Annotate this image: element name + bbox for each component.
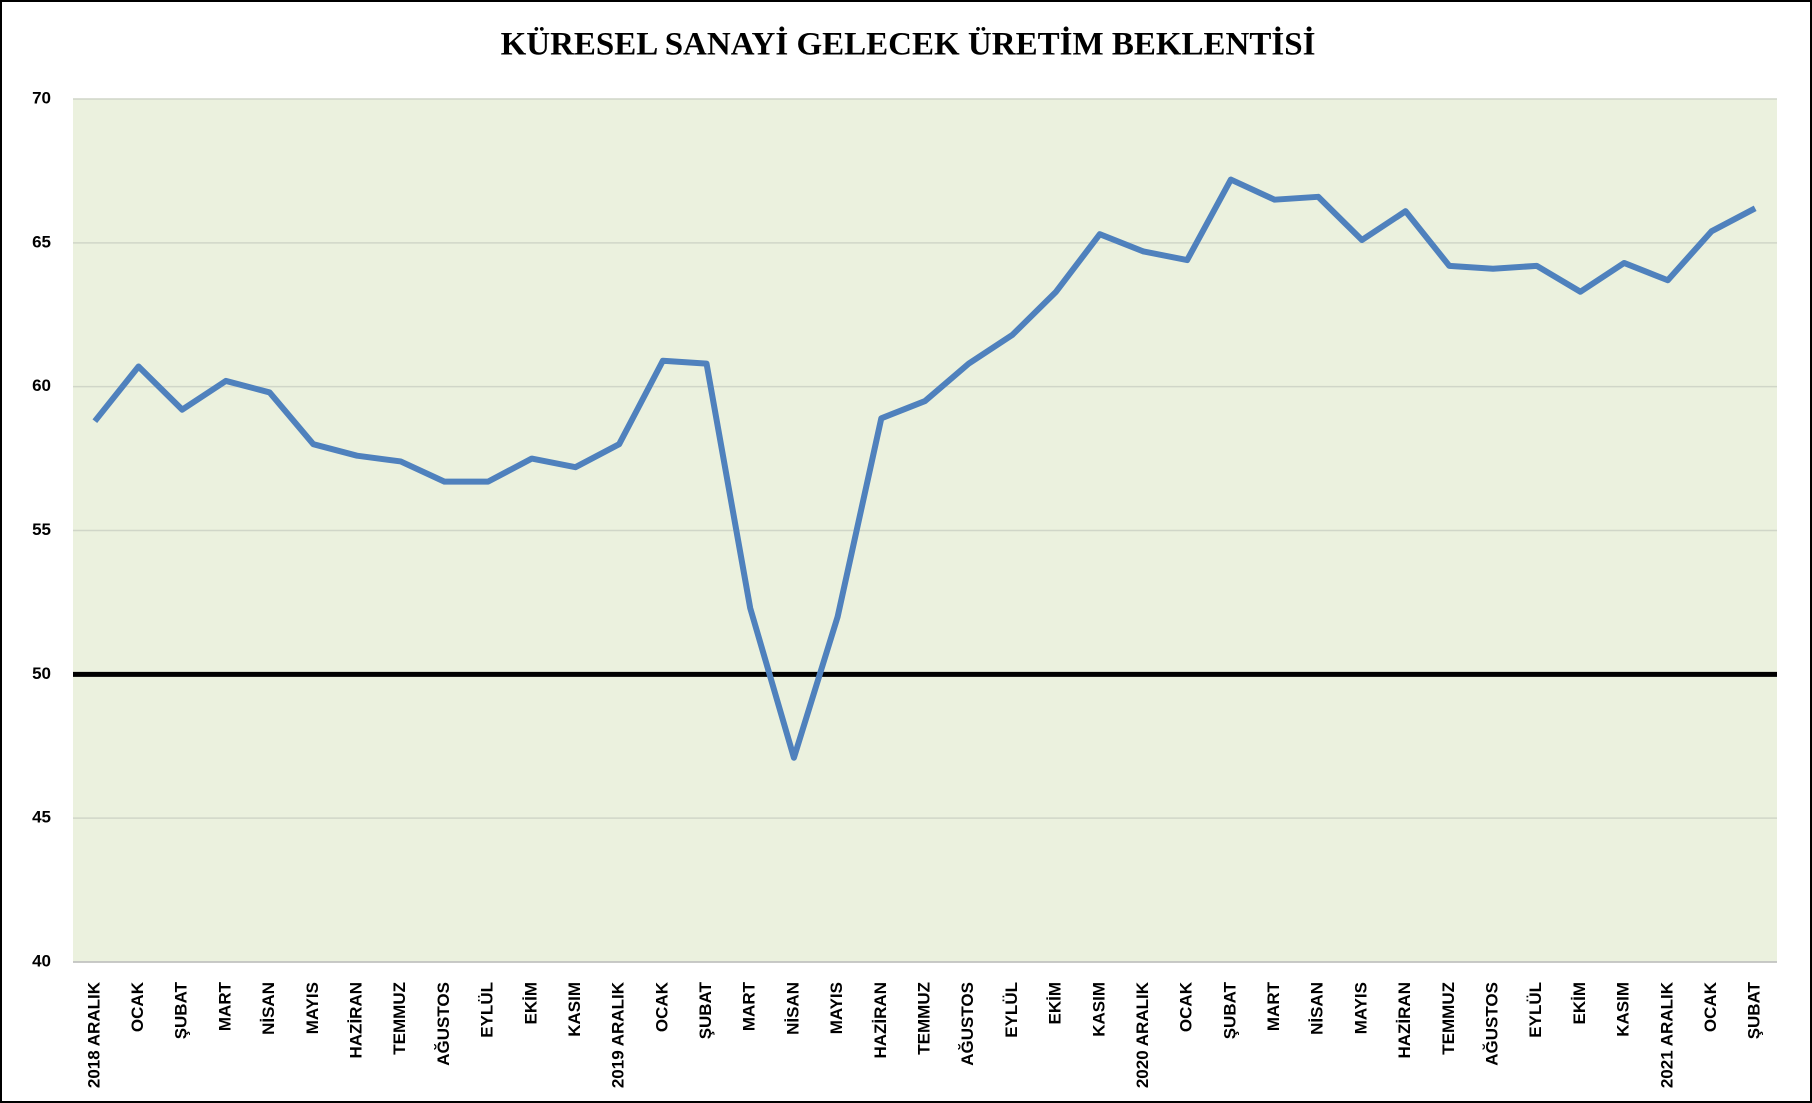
x-tick-label: 2021 ARALIK <box>1657 981 1676 1088</box>
x-tick-label: EKİM <box>1570 982 1589 1025</box>
x-tick-label: AĞUSTOS <box>1482 982 1501 1066</box>
x-tick-label: MAYIS <box>303 982 322 1034</box>
x-tick-label: ŞUBAT <box>696 981 715 1039</box>
x-tick-label: AĞUSTOS <box>958 982 977 1066</box>
x-tick-label: ŞUBAT <box>1220 981 1239 1039</box>
x-tick-label: KASIM <box>565 982 584 1037</box>
x-tick-label: ŞUBAT <box>172 981 191 1039</box>
x-tick-label: OCAK <box>652 981 671 1032</box>
y-tick-label: 60 <box>32 376 51 395</box>
x-tick-label: NİSAN <box>783 982 802 1035</box>
x-tick-label: OCAK <box>128 981 147 1032</box>
x-tick-label: MAYIS <box>1351 982 1370 1034</box>
x-tick-label: MART <box>215 981 234 1031</box>
x-tick-label: MAYIS <box>827 982 846 1034</box>
y-tick-label: 50 <box>32 664 51 683</box>
x-tick-label: MART <box>1264 981 1283 1031</box>
x-tick-label: HAZİRAN <box>346 982 365 1059</box>
x-tick-label: TEMMUZ <box>914 982 933 1055</box>
x-tick-label: EKİM <box>521 982 540 1025</box>
x-tick-label: TEMMUZ <box>1439 982 1458 1055</box>
x-tick-label: MART <box>740 981 759 1031</box>
x-tick-label: TEMMUZ <box>390 982 409 1055</box>
data-line <box>92 176 1757 761</box>
x-tick-label: EKİM <box>1046 982 1065 1025</box>
x-tick-label: 2019 ARALIK <box>609 981 628 1088</box>
x-tick-label: EYLÜL <box>478 982 497 1038</box>
x-tick-label: 2018 ARALIK <box>84 981 103 1088</box>
x-tick-label: HAZİRAN <box>871 982 890 1059</box>
x-tick-label: NİSAN <box>1308 982 1327 1035</box>
y-tick-label: 40 <box>32 951 51 970</box>
x-tick-label: KASIM <box>1614 982 1633 1037</box>
x-tick-label: KASIM <box>1089 982 1108 1037</box>
x-tick-label: OCAK <box>1177 981 1196 1032</box>
x-tick-label: ŞUBAT <box>1745 981 1764 1039</box>
x-tick-label: EYLÜL <box>1002 982 1021 1038</box>
x-tick-label: 2020 ARALIK <box>1133 981 1152 1088</box>
chart-title: KÜRESEL SANAYİ GELECEK ÜRETİM BEKLENTİSİ <box>501 25 1316 63</box>
y-tick-label: 45 <box>32 808 51 827</box>
y-tick-label: 65 <box>32 232 51 251</box>
x-tick-label: EYLÜL <box>1526 982 1545 1038</box>
y-tick-label: 55 <box>32 520 51 539</box>
x-tick-label: HAZİRAN <box>1395 982 1414 1059</box>
x-tick-label: AĞUSTOS <box>434 982 453 1066</box>
x-tick-label: OCAK <box>1701 981 1720 1032</box>
x-tick-label: NİSAN <box>259 982 278 1035</box>
y-tick-label: 70 <box>32 88 51 107</box>
